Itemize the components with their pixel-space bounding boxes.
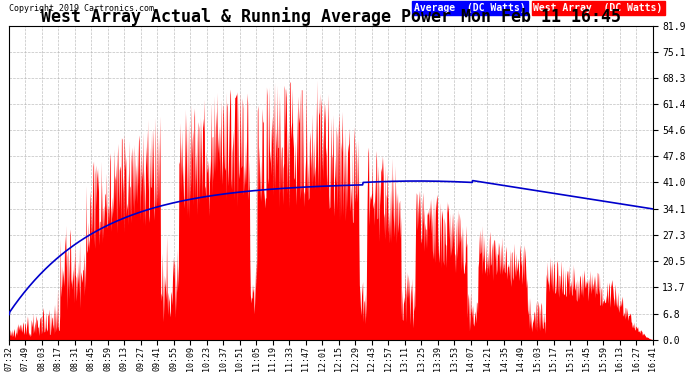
Text: Average  (DC Watts): Average (DC Watts) (415, 3, 526, 13)
Title: West Array Actual & Running Average Power Mon Feb 11 16:45: West Array Actual & Running Average Powe… (41, 7, 620, 26)
Text: West Array  (DC Watts): West Array (DC Watts) (533, 3, 662, 13)
Text: Copyright 2019 Cartronics.com: Copyright 2019 Cartronics.com (9, 4, 154, 13)
